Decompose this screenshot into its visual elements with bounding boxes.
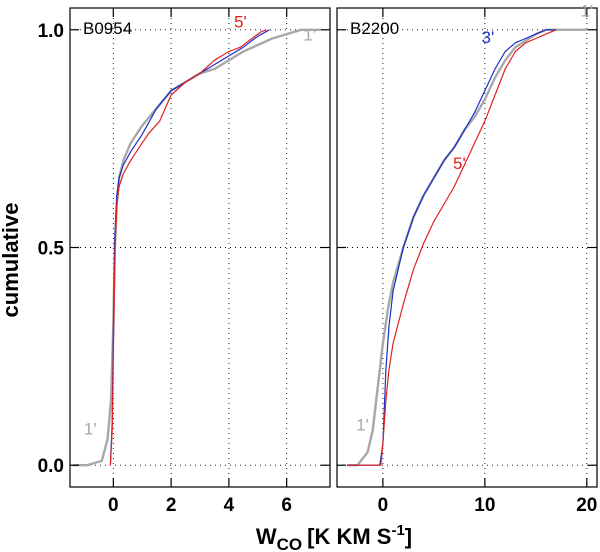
x-tick-label: 4 [224,495,235,516]
x-axis-label-close: ] [405,524,412,549]
y-axis-label: cumulative [0,203,23,318]
series-annotation: 5' [453,154,466,173]
series-line-3arcmin [347,29,557,466]
panel-title: B2200 [350,19,399,38]
x-tick-label: 0 [378,495,389,516]
x-axis-label: WCO [K KM S-1] [256,522,412,552]
x-tick-label: 6 [281,495,292,516]
x-axis-label-unit: [K KM S [307,524,391,549]
series-annotation: 1' [580,2,593,21]
series-annotation: 3' [482,28,495,47]
series-annotation: 1' [84,420,97,439]
panel-b2200: 0 10 20 B2200 3' 5' 1' 1' [336,2,598,516]
series-annotation: 1' [356,415,369,434]
y-tick-label: 1.0 [38,21,64,42]
series-annotation: 5' [234,13,247,32]
panel-title: B0954 [83,19,132,38]
y-tick-label: 0.0 [38,456,64,477]
x-axis-label-main: W [256,524,277,549]
x-axis-label-superscript: -1 [391,522,404,539]
series-line-5arcmin [109,29,267,466]
x-tick-label: 0 [108,495,119,516]
panel-b0954: 0 2 4 6 0.0 0.5 1.0 B0954 5' 1' 1' [38,7,331,516]
x-tick-label: 2 [166,495,177,516]
series-annotation: 1' [303,26,316,45]
x-tick-label: 10 [474,495,495,516]
y-tick-label: 0.5 [38,239,65,260]
series-line-5arcmin [347,29,557,466]
x-axis-label-subscript: CO [277,535,303,552]
x-tick-label: 20 [576,495,597,516]
